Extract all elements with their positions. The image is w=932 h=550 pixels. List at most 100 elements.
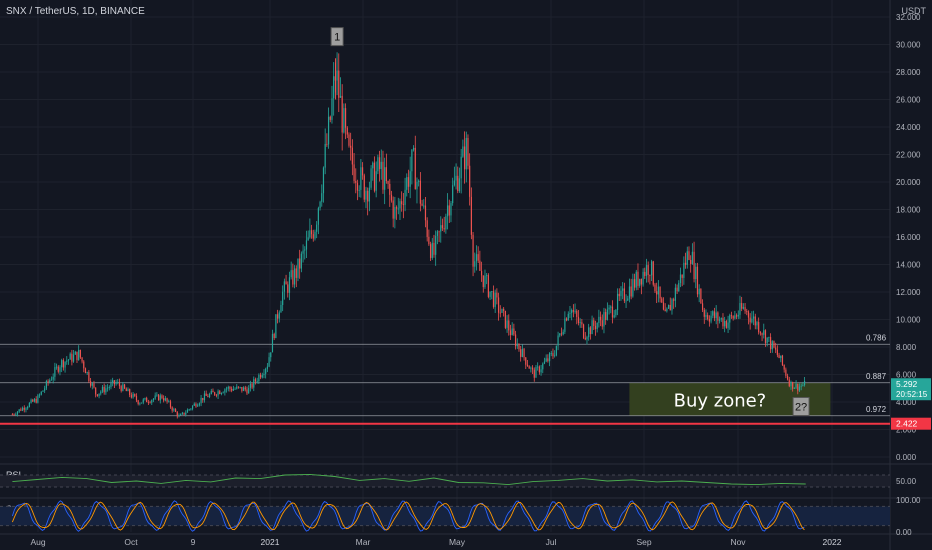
candle-184 [324,143,326,168]
candle-242 [423,205,425,207]
candle-464 [800,385,802,387]
y-tick-9: 20.000 [896,178,921,187]
candle-327 [567,313,569,321]
y-tick-14: 30.000 [896,41,921,50]
candle-336 [582,324,585,338]
candle-138 [246,389,248,394]
candle-25 [54,367,56,377]
candle-407 [703,309,705,317]
candle-262 [457,175,459,192]
candle-383 [662,302,665,310]
rsi-line [12,473,806,486]
candle-292 [508,320,510,331]
candle-342 [593,320,595,326]
candle-87 [159,395,161,401]
candle-344 [596,322,598,330]
candle-69 [129,389,131,395]
candle-67 [125,388,127,392]
candle-302 [525,357,527,365]
candle-95 [173,409,175,411]
candle-72 [134,393,136,397]
candle-1 [13,414,15,416]
y-tick-10: 22.000 [896,151,921,160]
candle-376 [650,261,653,276]
candle-203 [356,182,359,191]
candle-134 [239,387,241,388]
y-tick-4: 10.000 [896,316,921,325]
candle-365 [632,279,634,297]
candle-249 [435,235,437,255]
candle-372 [644,271,646,276]
candle-347 [601,320,603,327]
candle-19 [44,388,46,391]
candle-348 [603,312,605,327]
y-tick-7: 16.000 [896,233,921,242]
candle-23 [50,379,53,381]
candle-9 [27,406,29,409]
candle-414 [715,312,717,319]
candle-150 [266,366,268,369]
candle-430 [742,307,744,309]
candle-279 [486,275,488,277]
candle-31 [64,361,66,368]
candle-410 [708,319,710,322]
candle-413 [713,311,716,319]
candle-449 [775,347,777,350]
candle-316 [548,353,551,362]
candle-252 [440,225,442,232]
candle-300 [521,348,523,357]
candle-232 [406,177,408,190]
candle-258 [450,203,452,216]
candle-111 [200,397,202,404]
candle-174 [307,237,309,241]
candle-29 [61,360,63,368]
candle-37 [74,351,76,355]
candle-353 [611,306,614,318]
candle-443 [764,330,767,343]
candle-149 [265,368,267,374]
candle-123 [220,392,223,395]
candle-460 [793,387,795,389]
candle-259 [452,185,454,204]
candle-5 [20,409,22,411]
candle-52 [100,391,102,394]
y-tick-6: 14.000 [896,261,921,270]
candle-261 [455,175,457,181]
candle-322 [559,333,561,336]
candle-146 [259,374,262,378]
candle-439 [758,322,760,333]
candle-57 [108,387,110,388]
candle-225 [394,207,396,219]
candle-375 [649,275,651,276]
candle-423 [730,315,733,317]
candle-290 [504,310,506,328]
candle-58 [110,383,112,388]
candle-238 [416,181,418,190]
candle-387 [669,304,671,311]
candle-70 [130,394,132,398]
currency-label: USDT [901,6,927,16]
candle-127 [227,386,229,389]
candle-10 [28,402,30,407]
candle-147 [261,375,263,378]
candle-162 [287,284,289,293]
candle-243 [424,205,427,221]
y-tick-13: 28.000 [896,68,921,77]
candle-462 [797,383,799,391]
candle-50 [96,394,98,397]
candle-212 [372,162,374,169]
candle-315 [547,358,549,362]
candle-282 [491,291,493,292]
candle-166 [293,268,296,285]
candle-61 [115,382,117,385]
candle-177 [312,234,314,239]
candle-210 [368,187,370,202]
candle-313 [543,361,546,364]
candle-403 [696,266,699,295]
candle-152 [270,352,272,358]
candle-230 [402,204,404,205]
candle-140 [249,383,251,388]
candle-241 [421,203,423,206]
candle-275 [479,260,481,271]
candle-121 [217,391,219,396]
